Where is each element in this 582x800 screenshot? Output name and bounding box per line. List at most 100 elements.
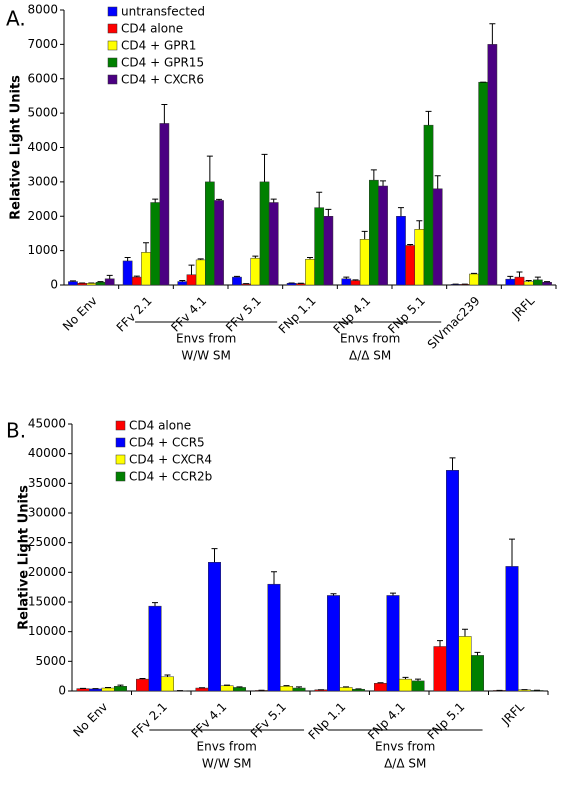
group-label: Δ/Δ SM: [349, 349, 391, 363]
y-tick-label: 40000: [28, 446, 66, 460]
bar: [122, 260, 133, 286]
y-tick-label: 2000: [27, 209, 58, 223]
bar: [533, 279, 543, 286]
group-label: Envs from: [197, 740, 257, 754]
legend-label: CD4 + GPR1: [121, 39, 196, 53]
error-bar: [474, 651, 481, 656]
bar: [374, 683, 388, 692]
error-bar: [104, 686, 111, 689]
group-label: W/W SM: [202, 757, 252, 771]
error-bar: [179, 280, 186, 282]
error-bar: [106, 274, 113, 279]
error-bar: [261, 153, 268, 182]
bar: [295, 283, 306, 286]
bar: [161, 676, 174, 692]
bar: [89, 688, 102, 692]
x-tick-label: FFv 5.1: [248, 700, 289, 741]
error-bar: [124, 257, 131, 261]
error-bar: [402, 676, 409, 680]
legend-swatch: [115, 437, 126, 448]
bar: [232, 276, 242, 286]
x-tick-label: JRFL: [509, 293, 538, 322]
x-tick-label: FNp 4.1: [331, 294, 374, 337]
bar: [339, 687, 353, 692]
error-bar: [307, 257, 313, 260]
bar: [195, 259, 206, 286]
bar: [95, 282, 106, 286]
error-bar: [143, 242, 149, 253]
error-bar: [370, 169, 377, 181]
error-bar: [117, 684, 124, 687]
x-tick-label: FFv 4.1: [188, 700, 229, 741]
bar: [131, 276, 142, 286]
y-tick-label: 30000: [28, 506, 66, 520]
bar: [470, 655, 484, 692]
y-tick-label: 3000: [27, 174, 58, 188]
legend-label: CD4 + GPR15: [121, 56, 204, 70]
bar: [250, 257, 261, 286]
panel-label: B.: [6, 419, 26, 443]
bar: [423, 124, 434, 286]
error-bar: [325, 208, 332, 217]
error-bar: [461, 628, 468, 637]
bar: [186, 274, 197, 286]
y-tick-label: 5000: [35, 654, 66, 668]
error-bar: [330, 593, 337, 596]
error-bar: [271, 571, 278, 585]
legend-swatch: [107, 6, 118, 17]
error-bar: [416, 220, 423, 230]
y-axis-label: Relative Light Units: [17, 485, 32, 630]
bar: [446, 470, 460, 692]
legend-swatch: [115, 471, 126, 482]
bar: [399, 678, 412, 692]
error-bar: [252, 255, 259, 259]
bar: [432, 188, 443, 286]
x-tick-label: FFv 5.1: [223, 294, 264, 335]
x-tick-label: FFv 4.1: [168, 294, 209, 335]
y-tick-label: 20000: [28, 565, 66, 579]
error-bar: [489, 23, 496, 45]
group-label: Δ/Δ SM: [384, 757, 426, 771]
bar: [411, 680, 425, 692]
bar: [378, 185, 388, 286]
y-axis-label: Relative Light Units: [9, 75, 24, 220]
error-bar: [390, 592, 397, 596]
x-tick-label: FNp 4.1: [365, 700, 408, 743]
bar: [267, 583, 281, 692]
legend-swatch: [107, 40, 118, 51]
error-bar: [152, 602, 159, 607]
bar: [359, 239, 370, 286]
error-bar: [544, 281, 551, 283]
group-label: Envs from: [340, 332, 400, 346]
error-bar: [507, 275, 514, 280]
bar: [101, 687, 115, 692]
bar: [113, 686, 127, 692]
bar: [268, 202, 279, 286]
legend-label: CD4 alone: [121, 22, 183, 36]
error-bar: [233, 275, 240, 278]
y-tick-label: 35000: [28, 476, 66, 490]
bar: [369, 179, 379, 286]
panel-label: A.: [6, 7, 26, 31]
bar: [148, 605, 162, 692]
x-tick-label: FNp 1.1: [276, 294, 319, 337]
bar: [68, 281, 78, 286]
x-tick-label: FNp 5.1: [385, 294, 428, 337]
x-tick-label: SIVmac239: [425, 294, 483, 352]
error-bar: [188, 264, 195, 275]
bar: [136, 678, 150, 692]
legend-swatch: [107, 74, 118, 85]
y-tick-label: 8000: [27, 3, 58, 17]
x-tick-label: JRFL: [498, 699, 527, 728]
bar: [469, 273, 479, 286]
error-bar: [133, 275, 140, 278]
bar: [523, 281, 534, 286]
legend-swatch: [115, 420, 126, 431]
x-tick-label: FFv 2.1: [129, 700, 170, 741]
y-tick-label: 6000: [27, 71, 58, 85]
error-bar: [437, 640, 444, 647]
bar: [542, 282, 552, 286]
y-tick-label: 15000: [28, 595, 66, 609]
error-bar: [425, 110, 432, 126]
bar: [86, 283, 97, 286]
